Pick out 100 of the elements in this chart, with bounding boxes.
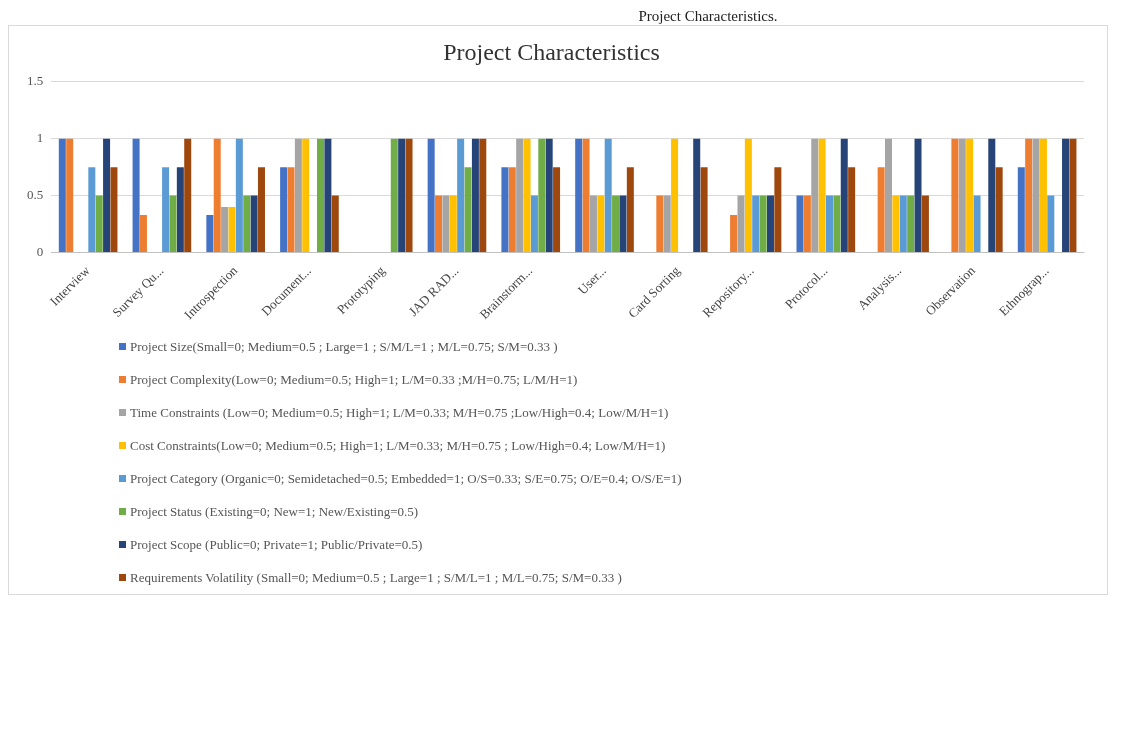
bar [530, 195, 538, 252]
bar [471, 138, 479, 252]
bar [184, 138, 192, 252]
bar [169, 195, 177, 252]
bar [582, 138, 590, 252]
bar [671, 138, 679, 252]
bar [449, 195, 457, 252]
bar [243, 195, 251, 252]
legend-label: Project Scope (Public=0; Private=1; Public/Private=0.5) [130, 536, 423, 553]
bar [951, 138, 959, 252]
bar [766, 195, 774, 252]
text: Project Characteristics. [637, 8, 779, 25]
bar [619, 195, 627, 252]
bar [176, 167, 184, 252]
y-tick-label: 0.5 [27, 187, 44, 202]
bar [626, 167, 634, 252]
bar [730, 214, 738, 252]
bar [287, 167, 295, 252]
bar [545, 138, 553, 252]
y-tick-label: 0 [36, 243, 44, 259]
bar [103, 138, 111, 252]
bar [1062, 138, 1070, 252]
legend-label: Requirements Volatility (Small=0; Medium=0.5 ; Large=1 ; S/M/L=1 ; M/L=0.75; S/M=0.33 ) [130, 569, 622, 586]
bar [523, 138, 531, 252]
bar [139, 214, 147, 252]
bar [811, 138, 819, 252]
bar [132, 138, 140, 252]
bar [737, 195, 745, 252]
bar [1025, 138, 1033, 252]
bar [921, 195, 929, 252]
bar [58, 138, 66, 252]
bar [752, 195, 760, 252]
bar [840, 138, 848, 252]
y-tick-label: 1 [36, 130, 44, 146]
bar [88, 167, 96, 252]
bar [700, 167, 708, 252]
bar [516, 138, 524, 252]
bar [435, 195, 443, 252]
bar [818, 138, 826, 252]
bar [331, 195, 339, 252]
bar [66, 138, 74, 252]
legend-label: Project Category (Organic=0; Semidetached=0.5; Embedded=1; O/S=0.33; S/E=0.75; O/E=0.4; O/S/E=1) [130, 470, 682, 487]
bar [796, 195, 804, 252]
bar [235, 138, 243, 252]
legend-label: Project Size(Small=0; Medium=0.5 ; Large=1 ; S/M/L=1 ; M/L=0.75; S/M=0.33 ) [130, 338, 558, 355]
bar [405, 138, 413, 252]
bar [1047, 195, 1055, 252]
bar [464, 167, 472, 252]
bar [442, 195, 450, 252]
bar [324, 138, 332, 252]
bar [914, 138, 922, 252]
legend-label: Cost Constraints(Low=0; Medium=0.5; High=1; L/M=0.33; M/H=0.75 ; Low/High=0.4; Low/M/H=1) [130, 437, 666, 454]
bar [538, 138, 546, 252]
bar [457, 138, 465, 252]
bar [1069, 138, 1077, 252]
bar [390, 138, 398, 252]
bar [885, 138, 893, 252]
bar [604, 138, 612, 252]
bar [958, 138, 966, 252]
bar [589, 195, 597, 252]
bar [257, 167, 265, 252]
bar [877, 167, 885, 252]
bar [803, 195, 811, 252]
bar [95, 195, 103, 252]
legend-label: Project Status (Existing=0; New=1; New/Existing=0.5) [130, 503, 419, 520]
bar [966, 138, 974, 252]
bar [892, 195, 900, 252]
bar [213, 138, 221, 252]
bar [973, 195, 981, 252]
bar [1039, 138, 1047, 252]
bar [508, 167, 516, 252]
bar [501, 167, 509, 252]
bar [656, 195, 664, 252]
bar [206, 214, 214, 252]
bar [907, 195, 915, 252]
bar [833, 195, 841, 252]
bar [575, 138, 583, 252]
bar [398, 138, 406, 252]
bar [848, 167, 856, 252]
y-tick-label: 1.5 [27, 73, 44, 89]
bar [744, 138, 752, 252]
bar [221, 206, 229, 252]
bar [988, 138, 996, 252]
bar [110, 167, 118, 252]
legend-label: Project Complexity(Low=0; Medium=0.5; High=1; L/M=0.33 ;M/H=0.75; L/M/H=1) [130, 371, 578, 388]
bar [317, 138, 325, 252]
bar [280, 167, 288, 252]
bar [899, 195, 907, 252]
bar [162, 167, 170, 252]
bar [294, 138, 302, 252]
bar [228, 206, 236, 252]
bar [759, 195, 767, 252]
chart-title: Project Characteristics [443, 38, 660, 65]
bar [995, 167, 1003, 252]
bar [1017, 167, 1025, 252]
bar [612, 195, 620, 252]
bar [663, 195, 671, 252]
bar [250, 195, 258, 252]
bar [302, 138, 310, 252]
bar [597, 195, 605, 252]
